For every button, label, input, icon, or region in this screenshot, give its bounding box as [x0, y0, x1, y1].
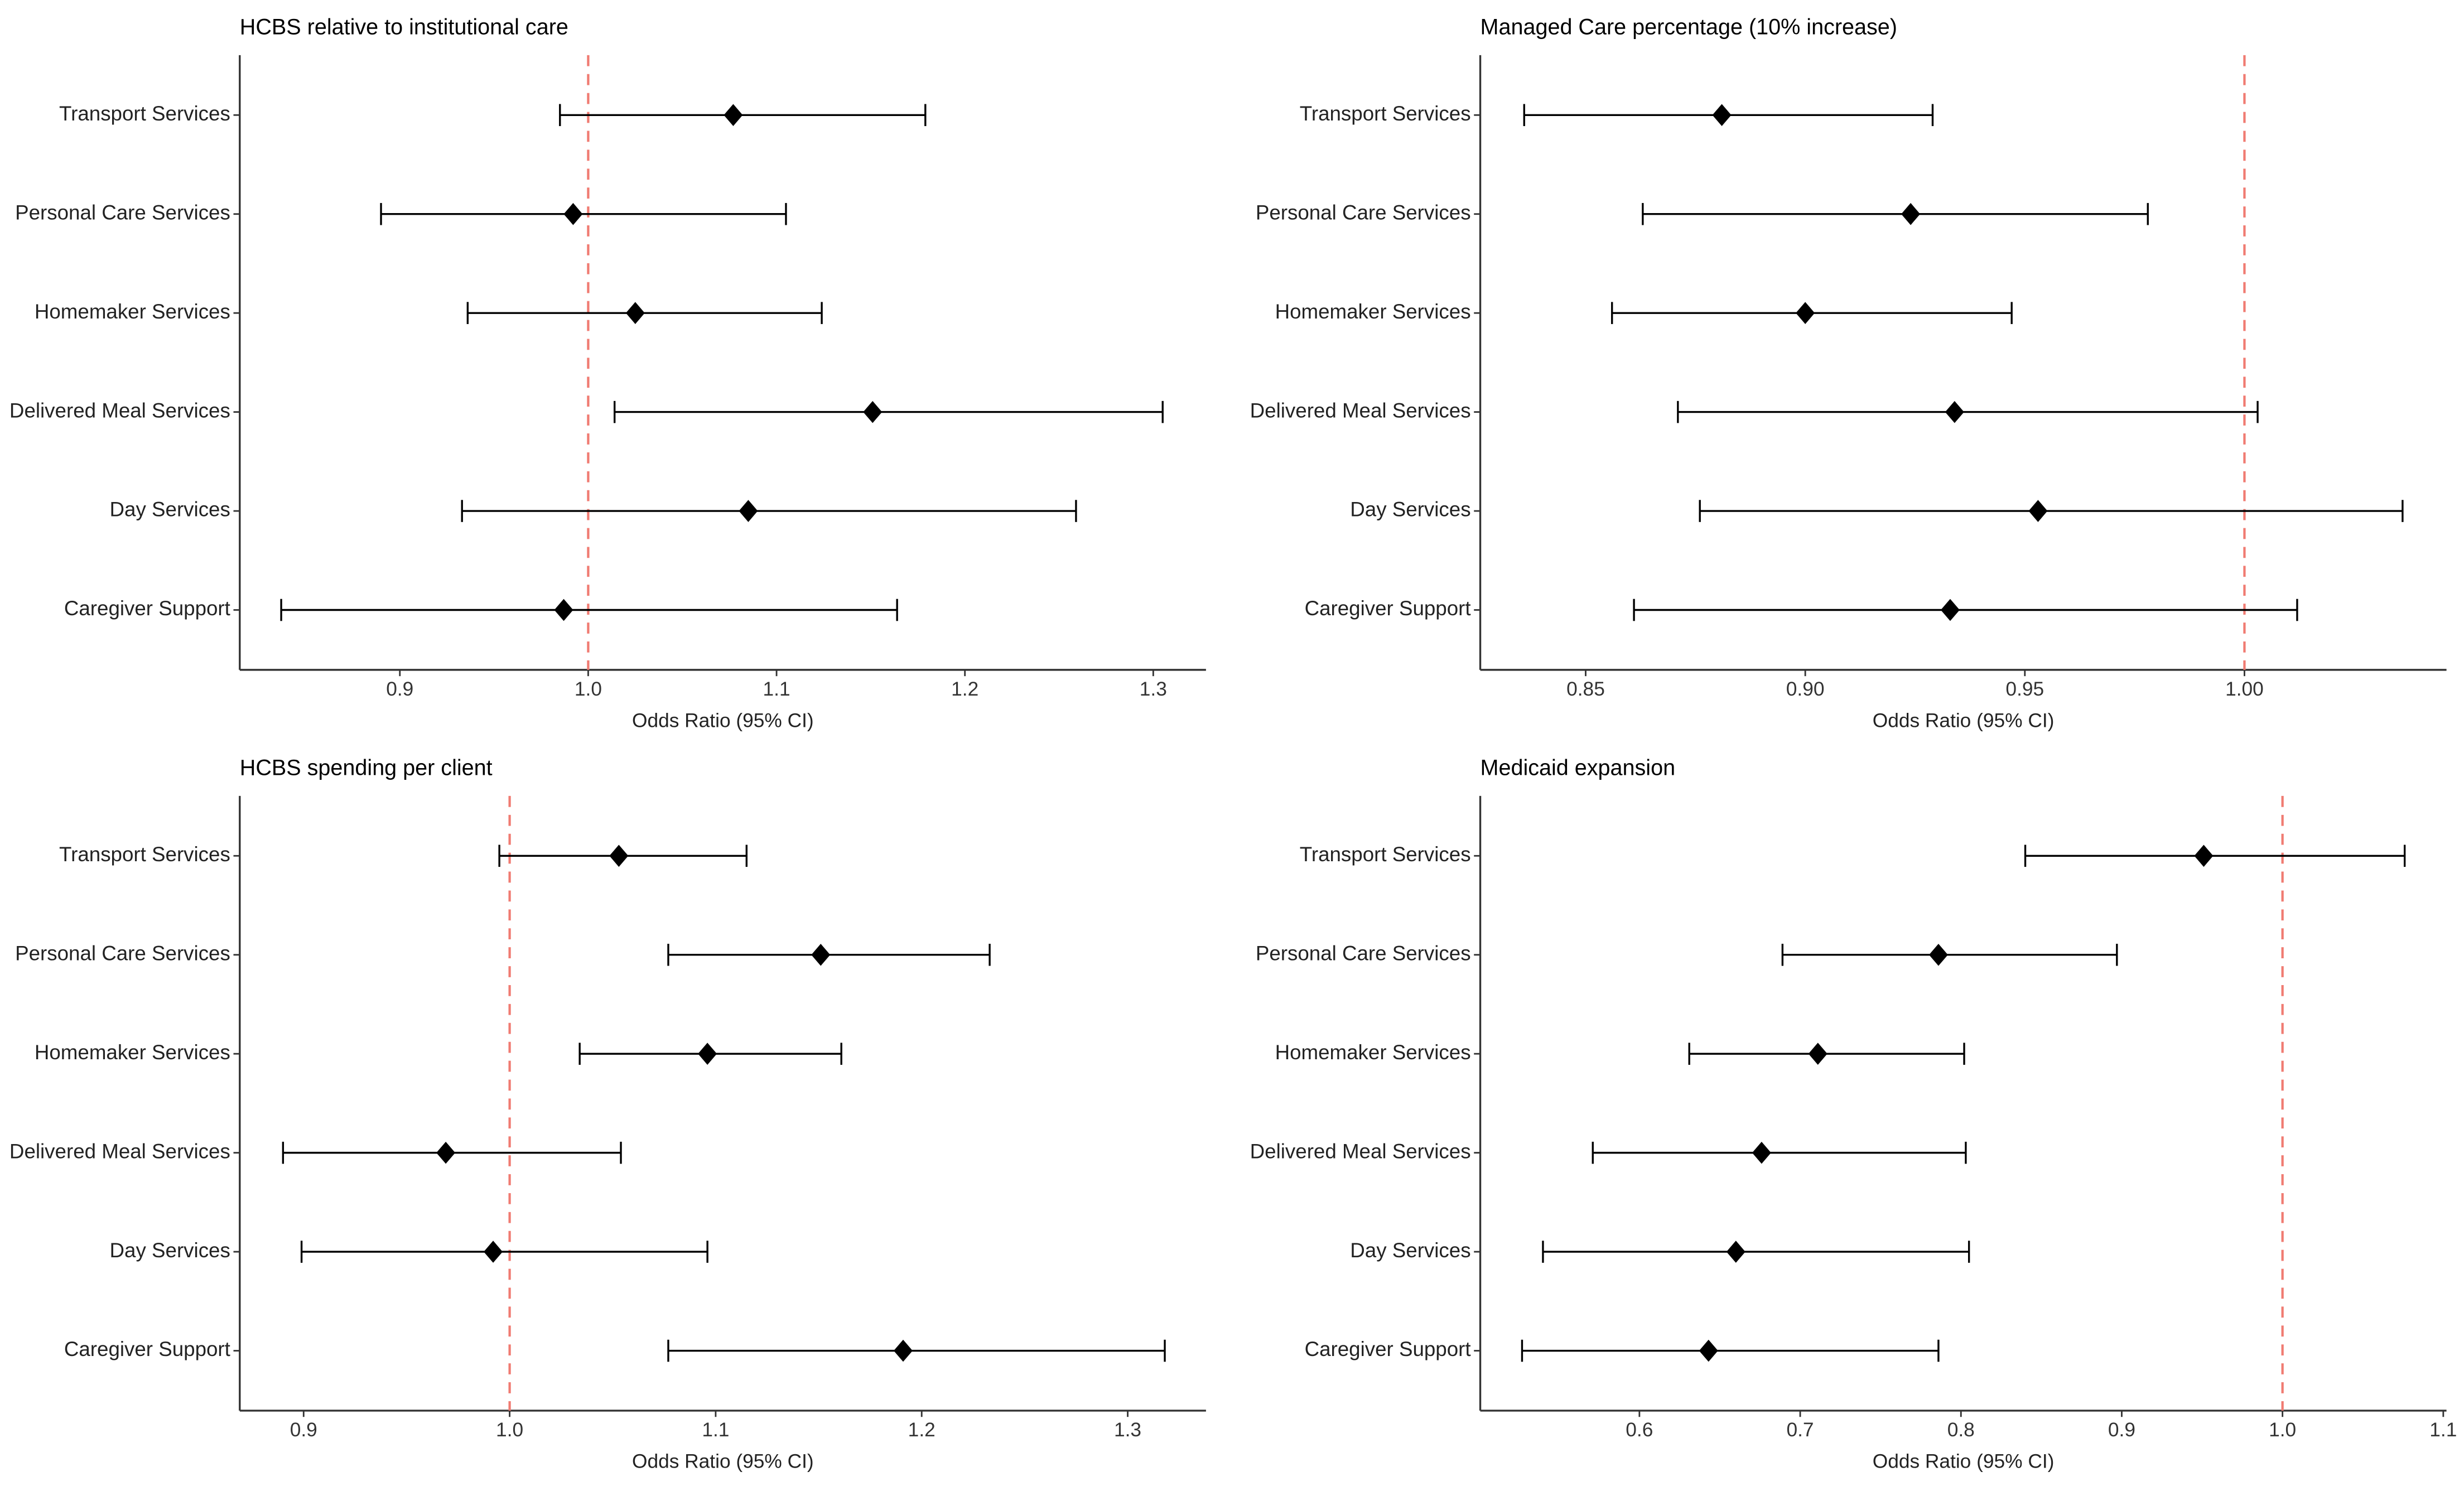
point-estimate	[1928, 943, 1948, 966]
point-estimate	[609, 845, 629, 867]
point-estimate	[724, 104, 743, 127]
y-tick-label: Day Services	[110, 1239, 230, 1262]
y-tick-label: Caregiver Support	[64, 597, 230, 620]
x-tick-label: 0.95	[2005, 678, 2044, 700]
panel: HCBS spending per client 0.9 1.0 1.1 1.2 1.3 O…	[9, 755, 1206, 1472]
panel: Medicaid expansion 0.6 0.7 0.8 0.9 1.0 1.1 Odds…	[1250, 755, 2457, 1472]
point-estimate	[1699, 1339, 1718, 1362]
y-tick-label: Caregiver Support	[64, 1338, 230, 1360]
y-tick-label: Personal Care Services	[1256, 942, 1471, 964]
point-estimate	[1752, 1141, 1771, 1164]
x-tick-label: 1.0	[2269, 1419, 2296, 1441]
y-tick-label: Homemaker Services	[35, 300, 230, 323]
x-tick-label: 1.3	[1114, 1419, 1141, 1441]
y-tick-label: Delivered Meal Services	[1250, 1140, 1471, 1162]
y-tick-label: Homemaker Services	[1275, 1041, 1471, 1064]
y-tick-label: Delivered Meal Services	[9, 399, 230, 422]
point-estimate	[1940, 599, 1960, 621]
x-tick-label: 1.1	[763, 678, 790, 700]
x-tick-label: 0.9	[290, 1419, 317, 1441]
x-tick-label: 1.1	[2429, 1419, 2457, 1441]
point-estimate	[739, 500, 758, 522]
x-tick-label: 1.0	[575, 678, 602, 700]
point-estimate	[625, 302, 645, 324]
panel-title: Managed Care percentage (10% increase)	[1481, 15, 1897, 39]
point-estimate	[1712, 104, 1732, 127]
x-tick-label: 0.9	[386, 678, 413, 700]
panel: HCBS relative to institutional care 0.9 1.…	[9, 15, 1206, 731]
x-axis-label: Odds Ratio (95% CI)	[632, 1450, 814, 1472]
point-estimate	[863, 401, 883, 423]
y-tick-label: Transport Services	[1300, 843, 1471, 866]
x-tick-label: 0.90	[1786, 678, 1825, 700]
point-estimate	[563, 202, 583, 225]
x-tick-label: 1.0	[496, 1419, 523, 1441]
x-axis-label: Odds Ratio (95% CI)	[632, 710, 814, 731]
point-estimate	[436, 1141, 456, 1164]
point-estimate	[811, 943, 831, 966]
panel-title: Medicaid expansion	[1481, 755, 1676, 780]
y-tick-label: Transport Services	[59, 843, 230, 866]
point-estimate	[484, 1241, 503, 1263]
x-tick-label: 1.2	[951, 678, 978, 700]
panel: Managed Care percentage (10% increase) 0.…	[1250, 15, 2447, 731]
point-estimate	[1945, 401, 1964, 423]
panel-title: HCBS relative to institutional care	[240, 15, 568, 39]
y-tick-label: Personal Care Services	[15, 201, 230, 224]
y-tick-label: Personal Care Services	[1256, 201, 1471, 224]
point-estimate	[1726, 1241, 1745, 1263]
point-estimate	[1901, 202, 1921, 225]
panel-title: HCBS spending per client	[240, 755, 493, 780]
y-tick-label: Day Services	[1350, 498, 1470, 521]
point-estimate	[698, 1043, 717, 1065]
x-tick-label: 0.85	[1566, 678, 1605, 700]
point-estimate	[894, 1339, 913, 1362]
x-tick-label: 0.9	[2108, 1419, 2135, 1441]
y-tick-label: Delivered Meal Services	[9, 1140, 230, 1162]
x-tick-label: 0.7	[1787, 1419, 1814, 1441]
point-estimate	[1796, 302, 1815, 324]
y-tick-label: Delivered Meal Services	[1250, 399, 1471, 422]
point-estimate	[1808, 1043, 1827, 1065]
y-tick-label: Transport Services	[1300, 102, 1471, 125]
y-tick-label: Homemaker Services	[35, 1041, 230, 1064]
y-tick-label: Caregiver Support	[1305, 597, 1471, 620]
y-tick-label: Transport Services	[59, 102, 230, 125]
x-tick-label: 0.6	[1626, 1419, 1653, 1441]
x-tick-label: 1.00	[2225, 678, 2264, 700]
point-estimate	[2194, 845, 2214, 867]
x-tick-label: 0.8	[1947, 1419, 1975, 1441]
x-tick-label: 1.1	[702, 1419, 729, 1441]
x-tick-label: 1.2	[908, 1419, 936, 1441]
point-estimate	[2028, 500, 2048, 522]
y-tick-label: Personal Care Services	[15, 942, 230, 964]
y-tick-label: Homemaker Services	[1275, 300, 1471, 323]
x-tick-label: 1.3	[1140, 678, 1167, 700]
y-tick-label: Caregiver Support	[1305, 1338, 1471, 1360]
y-tick-label: Day Services	[1350, 1239, 1470, 1262]
x-axis-label: Odds Ratio (95% CI)	[1873, 1450, 2055, 1472]
y-tick-label: Day Services	[110, 498, 230, 521]
point-estimate	[554, 599, 573, 621]
x-axis-label: Odds Ratio (95% CI)	[1873, 710, 2055, 731]
